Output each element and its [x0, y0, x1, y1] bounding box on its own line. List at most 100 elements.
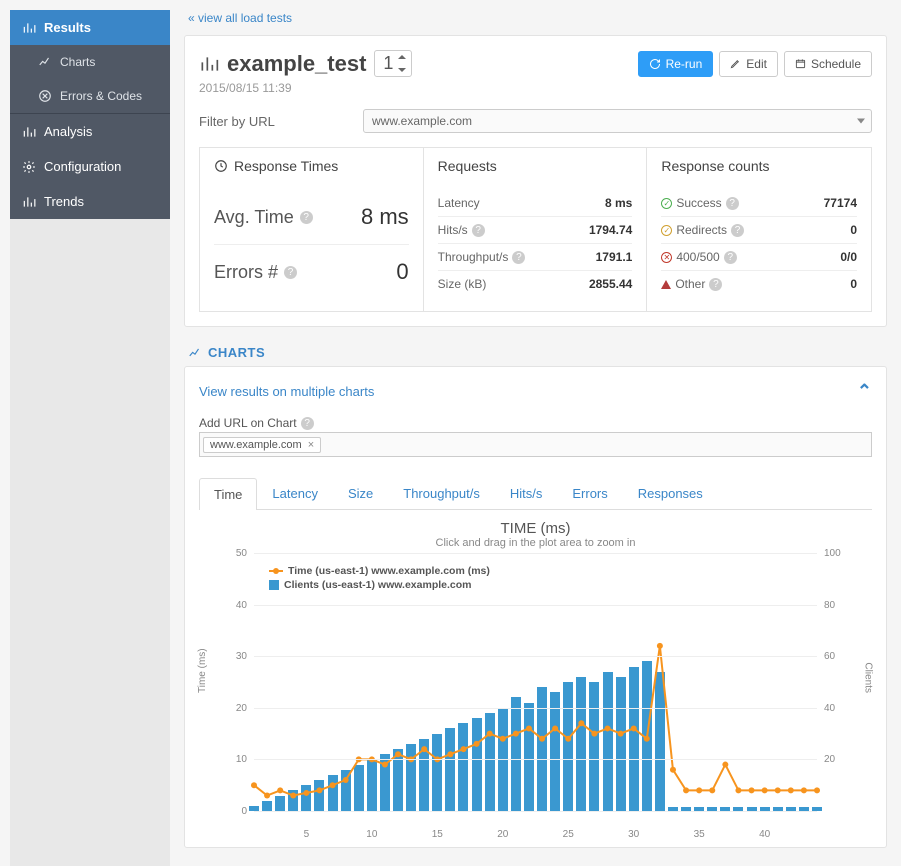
chart-point — [670, 767, 676, 773]
sidebar-item-analysis[interactable]: Analysis — [10, 113, 170, 149]
metric-value: 0 — [850, 223, 857, 237]
help-icon[interactable]: ? — [301, 417, 314, 430]
line-chart-icon — [188, 346, 202, 360]
chart-point — [460, 746, 466, 752]
sidebar-item-errors[interactable]: Errors & Codes — [10, 79, 170, 113]
requests-col: Requests Latency8 msHits/s ?1794.74Throu… — [424, 148, 648, 311]
sidebar-item-label: Trends — [44, 194, 84, 209]
chart-point — [421, 746, 427, 752]
schedule-button[interactable]: Schedule — [784, 51, 872, 77]
help-icon[interactable]: ? — [300, 211, 313, 224]
chart-point — [749, 787, 755, 793]
metric-value: 0 — [850, 277, 857, 291]
tab-time[interactable]: Time — [199, 478, 257, 510]
chart-point — [696, 787, 702, 793]
metric-label: ✓ Redirects ? — [661, 223, 744, 237]
metric-label: Latency — [438, 196, 480, 210]
tab-responses[interactable]: Responses — [623, 477, 718, 509]
edit-button[interactable]: Edit — [719, 51, 778, 77]
errors-label: Errors #? — [214, 262, 297, 283]
sidebar-item-label: Results — [44, 20, 91, 35]
avg-time-label: Avg. Time? — [214, 207, 313, 228]
help-icon[interactable]: ? — [709, 278, 722, 291]
filter-select[interactable]: www.example.com — [363, 109, 872, 133]
chart-point — [382, 762, 388, 768]
help-icon[interactable]: ? — [726, 197, 739, 210]
metric-label: ✕ 400/500 ? — [661, 250, 736, 264]
chart-point — [552, 725, 558, 731]
chart-point — [814, 787, 820, 793]
response-counts-col: Response counts ✓ Success ?77174✓ Redire… — [647, 148, 871, 311]
charts-section-header: CHARTS — [188, 345, 887, 360]
sidebar-item-label: Charts — [60, 55, 95, 69]
sidebar-item-results[interactable]: Results — [10, 10, 170, 45]
chart-point — [762, 787, 768, 793]
chart-point — [290, 793, 296, 799]
sidebar-item-label: Analysis — [44, 124, 92, 139]
tab-throughput[interactable]: Throughput/s — [388, 477, 495, 509]
chart-point — [500, 736, 506, 742]
remove-tag-icon[interactable]: × — [308, 439, 314, 451]
chart-point — [801, 787, 807, 793]
edit-label: Edit — [746, 57, 767, 71]
chart-point — [631, 725, 637, 731]
chart-point — [526, 725, 532, 731]
response-counts-header: Response counts — [647, 148, 871, 184]
metric-row: Hits/s ?1794.74 — [438, 217, 633, 244]
metric-value: 1791.1 — [596, 250, 633, 264]
chevron-down-icon — [857, 119, 865, 124]
bar-chart-icon — [199, 54, 219, 74]
tab-hits[interactable]: Hits/s — [495, 477, 558, 509]
help-icon[interactable]: ? — [731, 224, 744, 237]
metric-value: 2855.44 — [589, 277, 632, 291]
metric-row: Latency 8 ms — [438, 190, 633, 217]
metric-value: 8 ms — [605, 196, 632, 210]
chart-area[interactable]: Time (ms) Clients 01020304050 2040608010… — [199, 553, 872, 833]
tab-errors[interactable]: Errors — [557, 477, 622, 509]
help-icon[interactable]: ? — [284, 266, 297, 279]
rerun-button[interactable]: Re-run — [638, 51, 714, 77]
multi-charts-link[interactable]: View results on multiple charts — [199, 384, 374, 399]
chart-point — [722, 762, 728, 768]
metric-row: Throughput/s ? 1791.1 — [438, 244, 633, 271]
chart-title: TIME (ms) — [199, 520, 872, 537]
collapse-chevron-icon[interactable]: ⌃ — [857, 381, 872, 402]
status-icon: ✕ — [661, 252, 672, 263]
tab-size[interactable]: Size — [333, 477, 388, 509]
add-url-input[interactable]: www.example.com × — [199, 432, 872, 457]
charts-panel: View results on multiple charts ⌃ Add UR… — [184, 366, 887, 848]
sidebar-item-charts[interactable]: Charts — [10, 45, 170, 79]
chart-point — [277, 787, 283, 793]
help-icon[interactable]: ? — [472, 224, 485, 237]
status-icon: ✓ — [661, 225, 672, 236]
chart-point — [565, 736, 571, 742]
metric-label: Throughput/s ? — [438, 250, 526, 264]
gear-icon — [22, 160, 36, 174]
chart-point — [604, 725, 610, 731]
warning-icon — [661, 280, 671, 289]
tab-latency[interactable]: Latency — [257, 477, 333, 509]
clock-icon — [214, 159, 228, 173]
err-icon — [38, 89, 52, 103]
chart-tabs: TimeLatencySizeThroughput/sHits/sErrorsR… — [199, 477, 872, 510]
bar-icon — [22, 21, 36, 35]
help-icon[interactable]: ? — [724, 251, 737, 264]
help-icon[interactable]: ? — [512, 251, 525, 264]
view-all-link[interactable]: « view all load tests — [188, 11, 292, 25]
chart-point — [316, 787, 322, 793]
test-title: example_test — [227, 51, 366, 77]
sidebar-item-configuration[interactable]: Configuration — [10, 149, 170, 184]
metric-row: Size (kB)2855.44 — [438, 271, 633, 297]
chart-point — [513, 731, 519, 737]
sidebar-item-label: Configuration — [44, 159, 121, 174]
requests-header: Requests — [424, 148, 647, 184]
chart-point — [683, 787, 689, 793]
run-selector[interactable]: 1 — [374, 50, 412, 77]
metric-label: Other ? — [661, 277, 722, 291]
chart-point — [644, 736, 650, 742]
sidebar-item-trends[interactable]: Trends — [10, 184, 170, 219]
chart-point — [709, 787, 715, 793]
chart-point — [343, 777, 349, 783]
chart-point — [447, 751, 453, 757]
schedule-label: Schedule — [811, 57, 861, 71]
